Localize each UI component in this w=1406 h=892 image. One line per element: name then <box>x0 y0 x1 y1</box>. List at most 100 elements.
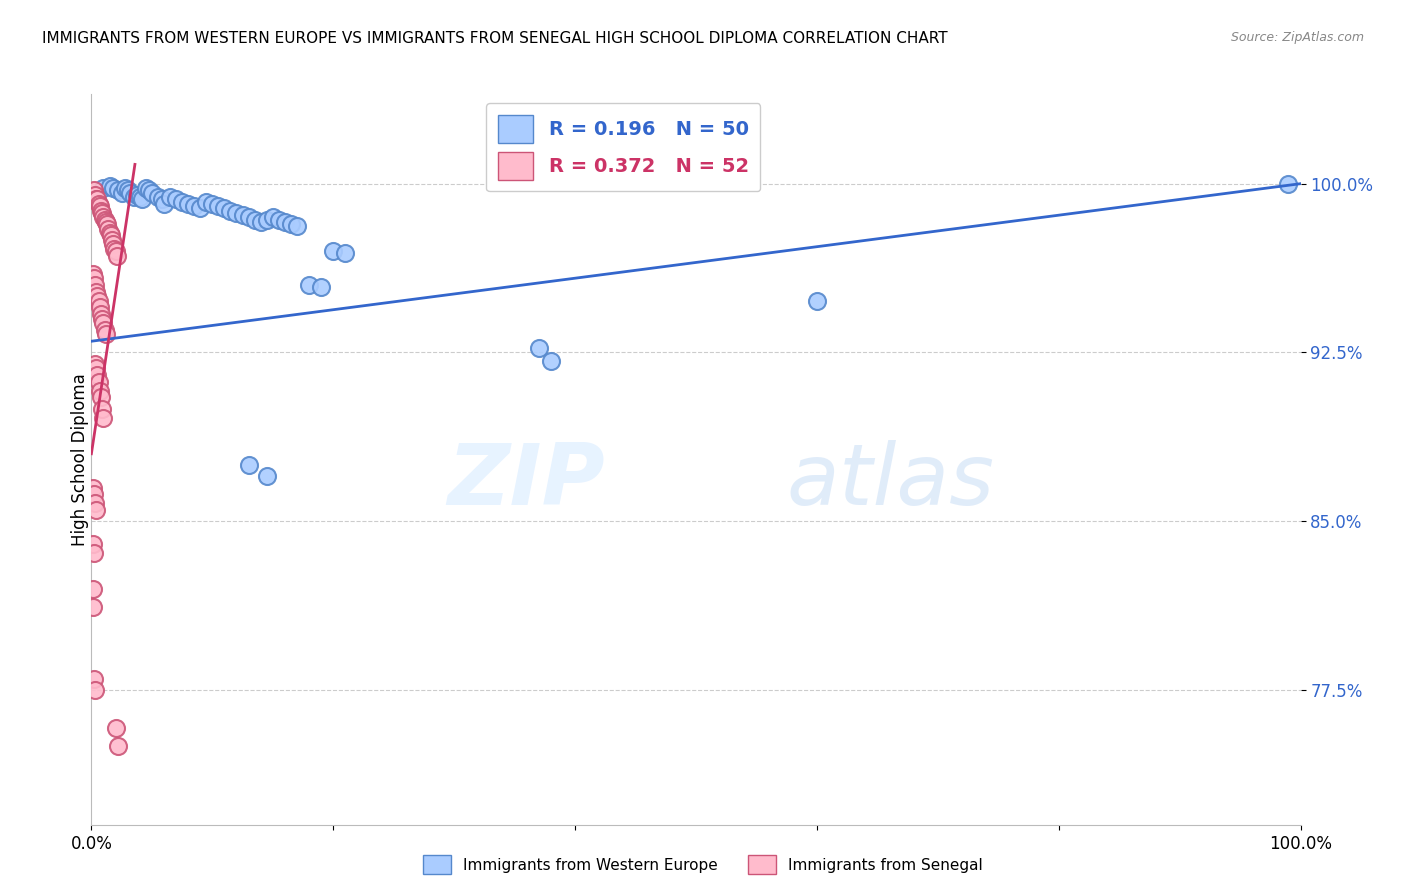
Point <box>165 193 187 207</box>
Point <box>84 496 107 510</box>
Point <box>84 193 107 207</box>
Point <box>86 368 108 382</box>
Point <box>249 215 271 229</box>
Point <box>89 384 111 398</box>
Point <box>90 203 112 218</box>
Point <box>98 226 121 240</box>
Point <box>87 375 110 389</box>
Point <box>97 221 120 235</box>
Point <box>117 183 139 197</box>
Point <box>309 280 332 294</box>
Point <box>83 271 105 285</box>
Point <box>1277 177 1299 191</box>
Y-axis label: High School Diploma: High School Diploma <box>72 373 89 546</box>
Point <box>159 190 181 204</box>
Point <box>172 194 194 209</box>
Point <box>91 206 114 220</box>
Point <box>93 212 115 227</box>
Point <box>195 194 218 209</box>
Point <box>82 537 104 551</box>
Point <box>274 215 297 229</box>
Point <box>122 190 145 204</box>
Point <box>89 301 111 315</box>
Legend: Immigrants from Western Europe, Immigrants from Senegal: Immigrants from Western Europe, Immigran… <box>418 849 988 880</box>
Text: ZIP: ZIP <box>447 440 605 523</box>
Point <box>96 217 118 231</box>
Point <box>527 341 550 355</box>
Point <box>256 212 278 227</box>
Point <box>83 183 105 197</box>
Point <box>107 183 129 197</box>
Point <box>243 212 266 227</box>
Point <box>83 672 105 686</box>
Point <box>177 197 200 211</box>
Point <box>86 289 108 303</box>
Point <box>207 199 229 213</box>
Point <box>146 190 169 204</box>
Point <box>93 410 115 425</box>
Point <box>298 277 321 292</box>
Point <box>238 458 260 472</box>
Point <box>83 546 105 560</box>
Point <box>214 202 236 216</box>
Point <box>91 311 114 326</box>
Point <box>84 503 107 517</box>
Point <box>103 242 125 256</box>
Point <box>138 183 160 197</box>
Point <box>104 244 127 259</box>
Point <box>256 469 278 483</box>
Point <box>86 193 108 207</box>
Point <box>114 181 136 195</box>
Point <box>101 237 124 252</box>
Point <box>100 228 122 243</box>
Point <box>84 277 107 292</box>
Point <box>262 211 284 225</box>
Point <box>101 181 124 195</box>
Point <box>82 582 104 596</box>
Point <box>82 599 104 614</box>
Text: IMMIGRANTS FROM WESTERN EUROPE VS IMMIGRANTS FROM SENEGAL HIGH SCHOOL DIPLOMA CO: IMMIGRANTS FROM WESTERN EUROPE VS IMMIGR… <box>42 31 948 46</box>
Point <box>84 285 107 299</box>
Point <box>90 307 112 321</box>
Point <box>94 215 117 229</box>
Point <box>84 357 107 371</box>
Point <box>93 181 115 195</box>
Point <box>94 327 117 342</box>
Point <box>101 233 124 247</box>
Point <box>120 186 142 200</box>
Point <box>280 217 302 231</box>
Point <box>84 683 107 698</box>
Point <box>82 267 104 281</box>
Point <box>267 212 290 227</box>
Text: atlas: atlas <box>786 440 994 523</box>
Point <box>93 211 115 225</box>
Point <box>183 199 205 213</box>
Point <box>219 203 242 218</box>
Point <box>806 293 828 308</box>
Point <box>91 401 114 416</box>
Point <box>188 202 211 216</box>
Point <box>201 197 224 211</box>
Point <box>141 186 163 200</box>
Point <box>83 487 105 501</box>
Point <box>150 193 173 207</box>
Point <box>98 178 121 193</box>
Point <box>82 481 104 495</box>
Point <box>84 361 107 376</box>
Point <box>127 188 149 202</box>
Point <box>285 219 308 234</box>
Point <box>87 197 110 211</box>
Point <box>131 193 153 207</box>
Point <box>135 181 157 195</box>
Point <box>105 249 128 263</box>
Point <box>540 354 562 368</box>
Point <box>238 211 260 225</box>
Point <box>84 188 107 202</box>
Point <box>153 197 176 211</box>
Point <box>111 186 132 200</box>
Point <box>93 316 115 330</box>
Text: Source: ZipAtlas.com: Source: ZipAtlas.com <box>1230 31 1364 45</box>
Point <box>128 190 150 204</box>
Point <box>335 246 357 260</box>
Point <box>322 244 344 259</box>
